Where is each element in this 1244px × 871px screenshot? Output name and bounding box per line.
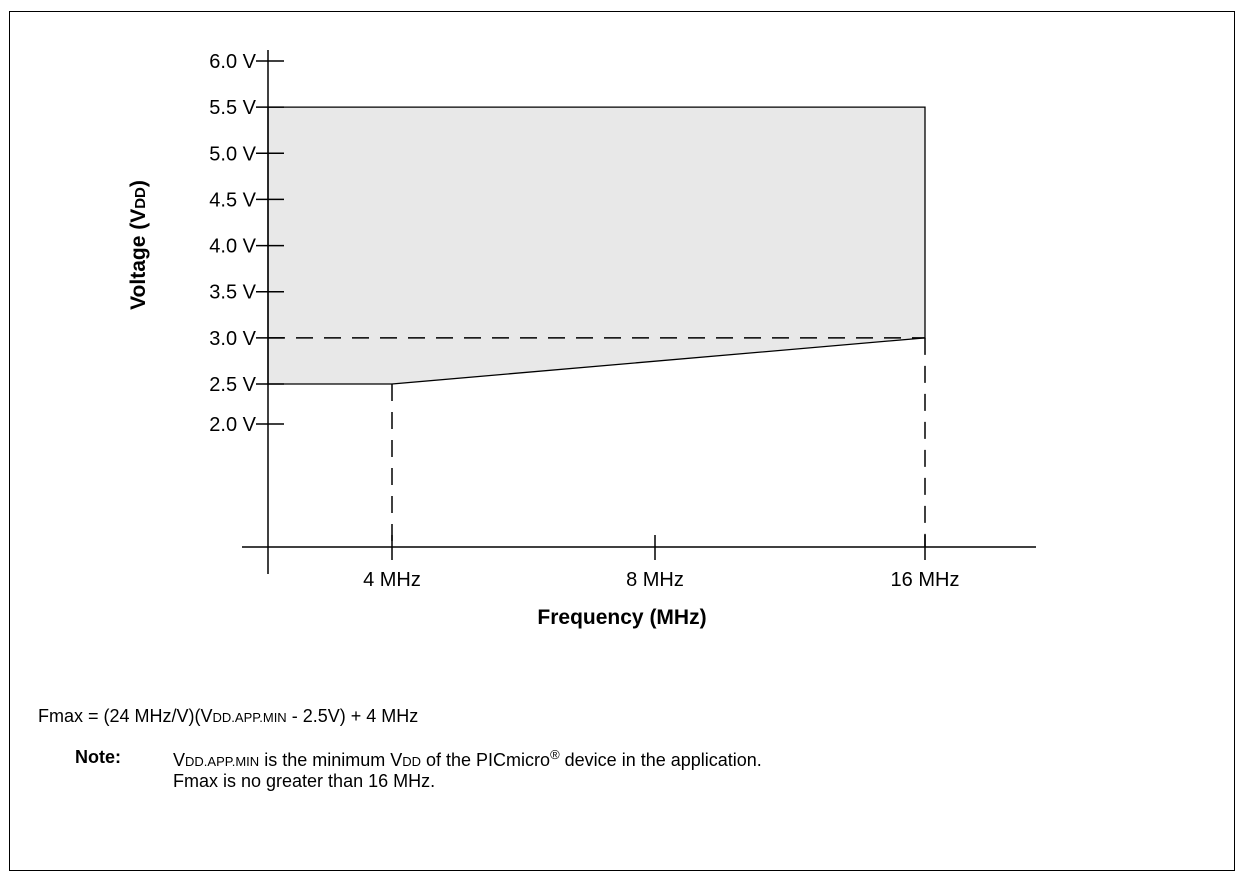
x-tick-label-8: 8 MHz [626, 569, 684, 591]
y-tick-label-5.5: 5.5 V [209, 97, 256, 119]
y-tick-label-2.5: 2.5 V [209, 374, 256, 396]
note-line-2: Fmax is no greater than 16 MHz. [173, 771, 435, 792]
y-tick-label-3.5: 3.5 V [209, 282, 256, 304]
y-tick-label-4.5: 4.5 V [209, 189, 256, 211]
y-tick-label-4: 4.0 V [209, 236, 256, 258]
y-axis-title: Voltage (VDD) [127, 180, 150, 310]
y-tick-label-6: 6.0 V [209, 51, 256, 73]
x-tick-label-4: 4 MHz [363, 569, 421, 591]
x-axis-title: Frequency (MHz) [537, 606, 706, 629]
y-tick-label-3: 3.0 V [209, 328, 256, 350]
fmax-formula: Fmax = (24 MHz/V)(VDD.APP.MIN - 2.5V) + … [38, 706, 418, 727]
x-tick-label-16: 16 MHz [891, 569, 960, 591]
note-label: Note: [75, 747, 121, 768]
chart: 2.0 V 2.5 V 3.0 V 3.5 V 4.0 V 4.5 V 5.0 V 5.5 V… [0, 0, 1244, 700]
y-tick-label-5: 5.0 V [209, 143, 256, 165]
y-tick-label-2: 2.0 V [209, 414, 256, 436]
note-line-1: VDD.APP.MIN is the minimum VDD of the PI… [173, 747, 762, 771]
operating-region [268, 107, 925, 384]
